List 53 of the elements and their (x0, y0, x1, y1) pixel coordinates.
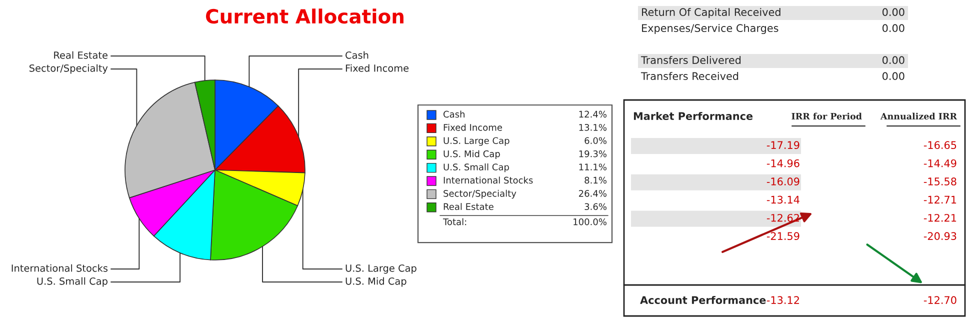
text: Return Of Capital Received (642, 8, 780, 18)
slice-label: U.S. Small Cap (37, 277, 108, 287)
text: -12.62 (766, 214, 799, 222)
text: Transfers Received (640, 72, 738, 80)
text: -13.14 (766, 196, 800, 204)
text: Market Performance (634, 112, 753, 120)
slice-label: Sector/Specialty (30, 64, 108, 74)
data-label: 11.1% (579, 164, 606, 170)
text: -21.59 (766, 232, 800, 240)
slice-label: Fixed Income (346, 64, 409, 72)
data-label: 6.0% (584, 137, 606, 144)
slice-label: U.S. Large Cap (346, 264, 416, 274)
text: Annualized IRR (880, 112, 958, 120)
text: 0.00 (882, 8, 904, 16)
text: -16.65 (924, 141, 956, 150)
text: -16.09 (766, 178, 800, 186)
text: 0.00 (882, 72, 904, 80)
legend-label: Fixed Income (444, 124, 502, 131)
text: 0.00 (882, 24, 904, 32)
text: -12.21 (924, 214, 956, 222)
slice-label: Real Estate (54, 51, 108, 59)
text: -15.58 (924, 178, 956, 186)
legend-label: International Stocks (444, 176, 533, 184)
text: -14.96 (766, 159, 800, 168)
text: -12.71 (924, 196, 956, 204)
text: Account Performance (640, 296, 766, 304)
text: Total: (442, 218, 466, 226)
data-label: 8.1% (584, 176, 606, 184)
text: Transfers Delivered (640, 56, 741, 64)
legend-label: U.S. Large Cap (444, 137, 510, 146)
chart-title: Current Allocation (206, 8, 404, 24)
data-label: 13.1% (579, 124, 606, 131)
text: 100.0% (574, 218, 606, 226)
legend-label: U.S. Small Cap (444, 163, 509, 172)
text: -12.70 (924, 296, 956, 304)
text: -20.93 (924, 232, 956, 240)
data-label: 12.4% (579, 110, 606, 118)
text: -14.49 (924, 159, 956, 168)
text: -13.12 (766, 296, 799, 304)
data-label: 26.4% (578, 190, 606, 197)
text: -17.19 (766, 141, 800, 150)
text: Expenses/Service Charges (642, 24, 778, 34)
data-label: 19.3% (579, 150, 606, 158)
legend-label: Real Estate (444, 203, 494, 210)
legend-label: U.S. Mid Cap (444, 150, 500, 159)
text: 0.00 (882, 56, 904, 64)
legend-label: Sector/Specialty (444, 190, 516, 199)
legend-label: Cash (444, 110, 464, 118)
slice-label: Cash (346, 51, 368, 59)
slice-label: International Stocks (12, 264, 108, 272)
data-label: 3.6% (584, 203, 606, 210)
slice-label: U.S. Mid Cap (346, 277, 406, 287)
text: IRR for Period (792, 112, 862, 120)
